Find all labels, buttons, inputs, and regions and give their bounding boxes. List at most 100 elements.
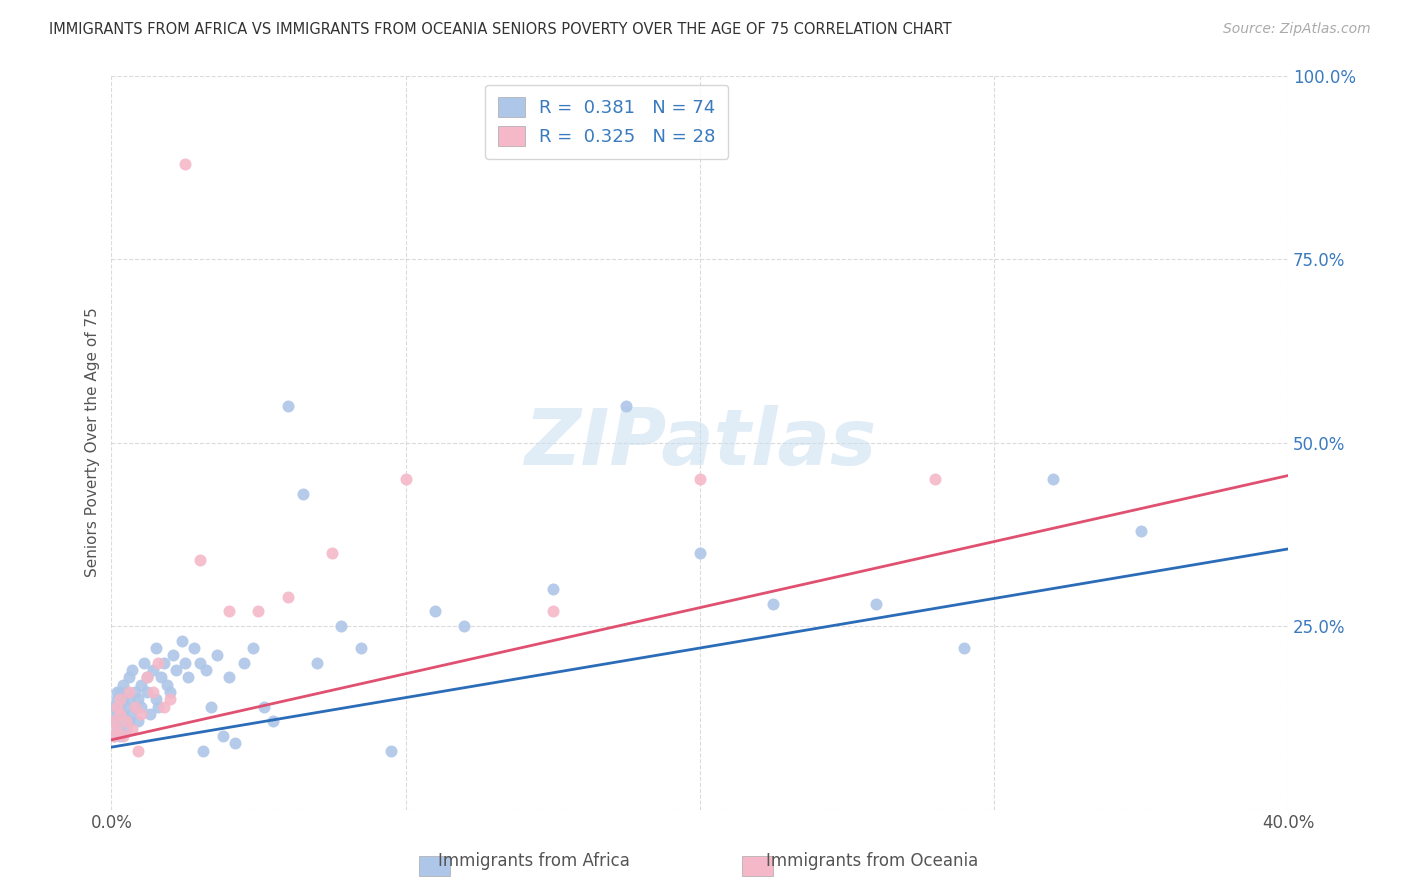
Text: ZIPatlas: ZIPatlas	[523, 405, 876, 481]
Point	[103, 729, 125, 743]
Point	[118, 685, 141, 699]
Point	[170, 633, 193, 648]
Point	[112, 692, 135, 706]
Point	[247, 604, 270, 618]
Point	[291, 487, 314, 501]
Point	[162, 648, 184, 663]
Text: Immigrants from Africa: Immigrants from Africa	[439, 852, 630, 870]
Point	[142, 685, 165, 699]
Point	[614, 399, 637, 413]
Point	[159, 685, 181, 699]
Point	[112, 707, 135, 722]
Point	[153, 656, 176, 670]
Point	[218, 604, 240, 618]
Point	[541, 604, 564, 618]
Point	[159, 692, 181, 706]
Point	[115, 699, 138, 714]
Point	[121, 722, 143, 736]
Point	[232, 656, 254, 670]
Text: Source: ZipAtlas.com: Source: ZipAtlas.com	[1223, 22, 1371, 37]
Point	[124, 685, 146, 699]
Point	[165, 663, 187, 677]
Point	[105, 685, 128, 699]
Point	[174, 656, 197, 670]
Point	[191, 744, 214, 758]
Point	[350, 641, 373, 656]
Point	[105, 722, 128, 736]
Point	[689, 472, 711, 486]
Point	[224, 736, 246, 750]
Point	[138, 707, 160, 722]
Point	[135, 685, 157, 699]
Point	[277, 590, 299, 604]
Point	[132, 656, 155, 670]
Point	[277, 399, 299, 413]
Point	[105, 699, 128, 714]
Point	[145, 692, 167, 706]
Point	[218, 670, 240, 684]
Point	[183, 641, 205, 656]
Point	[112, 729, 135, 743]
Point	[145, 641, 167, 656]
Point	[129, 699, 152, 714]
Point	[129, 707, 152, 722]
Point	[129, 678, 152, 692]
Point	[103, 729, 125, 743]
Point	[212, 729, 235, 743]
Point	[242, 641, 264, 656]
Point	[188, 553, 211, 567]
FancyBboxPatch shape	[742, 856, 773, 876]
Point	[865, 597, 887, 611]
Point	[177, 670, 200, 684]
Text: IMMIGRANTS FROM AFRICA VS IMMIGRANTS FROM OCEANIA SENIORS POVERTY OVER THE AGE O: IMMIGRANTS FROM AFRICA VS IMMIGRANTS FRO…	[49, 22, 952, 37]
Point	[953, 641, 976, 656]
Point	[105, 692, 128, 706]
Point	[110, 685, 132, 699]
Point	[321, 546, 343, 560]
Point	[156, 678, 179, 692]
Point	[118, 670, 141, 684]
Point	[207, 648, 229, 663]
Point	[121, 663, 143, 677]
Point	[127, 714, 149, 729]
Point	[112, 678, 135, 692]
Point	[105, 722, 128, 736]
Point	[194, 663, 217, 677]
Point	[153, 699, 176, 714]
Point	[110, 692, 132, 706]
Point	[924, 472, 946, 486]
Point	[103, 699, 125, 714]
Point	[135, 670, 157, 684]
Point	[121, 707, 143, 722]
Point	[115, 722, 138, 736]
Point	[762, 597, 785, 611]
Point	[150, 670, 173, 684]
Point	[307, 656, 329, 670]
Point	[118, 714, 141, 729]
Legend: R =  0.381   N = 74, R =  0.325   N = 28: R = 0.381 N = 74, R = 0.325 N = 28	[485, 85, 728, 159]
Point	[115, 685, 138, 699]
Point	[103, 714, 125, 729]
Point	[423, 604, 446, 618]
Point	[105, 707, 128, 722]
Point	[142, 663, 165, 677]
Point	[262, 714, 284, 729]
Point	[127, 692, 149, 706]
Point	[135, 670, 157, 684]
Point	[110, 714, 132, 729]
Point	[200, 699, 222, 714]
Point	[453, 619, 475, 633]
Point	[118, 692, 141, 706]
Point	[127, 744, 149, 758]
Point	[103, 714, 125, 729]
Point	[541, 582, 564, 597]
Point	[110, 699, 132, 714]
Point	[1129, 524, 1152, 538]
Point	[174, 156, 197, 170]
Point	[380, 744, 402, 758]
Point	[115, 714, 138, 729]
Y-axis label: Seniors Poverty Over the Age of 75: Seniors Poverty Over the Age of 75	[86, 308, 100, 577]
Point	[148, 699, 170, 714]
Point	[124, 699, 146, 714]
Point	[110, 707, 132, 722]
